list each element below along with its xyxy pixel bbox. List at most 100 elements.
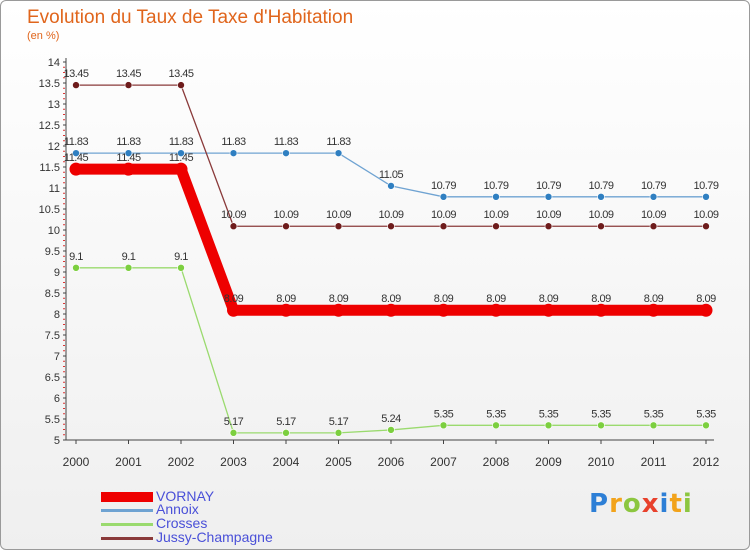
data-point xyxy=(542,303,555,317)
legend-label: Jussy-Champagne xyxy=(156,529,273,545)
data-label: 10.79 xyxy=(431,180,456,192)
y-tick-label: 7 xyxy=(54,351,60,363)
x-tick-label: 2000 xyxy=(63,455,90,469)
x-tick-label: 2011 xyxy=(641,455,667,469)
data-point xyxy=(649,421,658,430)
logo-letter: o xyxy=(622,489,642,519)
legend-swatch xyxy=(101,508,153,512)
logo-letter: t xyxy=(669,489,683,519)
legend-label: Annoix xyxy=(156,501,199,517)
data-point xyxy=(229,149,238,157)
data-point xyxy=(177,263,185,272)
data-point xyxy=(229,222,238,231)
data-point xyxy=(439,222,448,231)
data-point xyxy=(174,162,188,176)
data-label: 11.83 xyxy=(274,136,299,148)
data-point xyxy=(279,303,293,317)
data-label: 8.09 xyxy=(329,293,349,305)
data-label: 13.45 xyxy=(168,68,193,80)
data-label: 13.45 xyxy=(116,68,141,80)
data-point xyxy=(649,222,658,231)
y-tick-label: 12 xyxy=(48,141,60,153)
data-label: 8.09 xyxy=(696,293,716,305)
data-point xyxy=(387,426,395,434)
y-tick-label: 6 xyxy=(54,393,60,405)
data-point xyxy=(702,222,710,231)
data-label: 11.45 xyxy=(64,152,89,164)
data-label: 13.45 xyxy=(63,68,88,80)
data-point xyxy=(597,193,605,201)
y-tick-label: 10 xyxy=(48,225,60,237)
data-label: 5.17 xyxy=(276,416,296,428)
data-point xyxy=(492,421,500,430)
y-tick-label: 11.5 xyxy=(39,162,60,174)
data-label: 8.09 xyxy=(381,293,401,305)
logo-letter: i xyxy=(659,489,670,519)
data-point xyxy=(282,149,290,157)
data-point xyxy=(544,193,553,201)
data-point xyxy=(124,263,133,272)
y-tick-label: 6.5 xyxy=(45,372,60,384)
data-point xyxy=(72,81,80,89)
data-label: 11.83 xyxy=(221,136,246,148)
data-label: 5.35 xyxy=(486,408,506,420)
data-point xyxy=(597,222,605,231)
y-tick-label: 8 xyxy=(54,309,60,321)
data-point xyxy=(437,303,450,317)
data-label: 10.79 xyxy=(483,180,508,192)
data-label: 10.09 xyxy=(326,209,351,221)
x-tick-label: 2012 xyxy=(693,455,720,469)
data-point xyxy=(702,421,710,430)
data-point xyxy=(439,193,448,201)
proxiti-logo: Proxiti xyxy=(589,489,693,519)
legend-swatch xyxy=(101,536,153,540)
data-point xyxy=(387,222,395,231)
data-label: 10.09 xyxy=(221,209,246,221)
data-label: 10.79 xyxy=(641,180,666,192)
data-label: 10.09 xyxy=(693,209,718,221)
data-label: 5.24 xyxy=(381,413,401,425)
data-label: 5.17 xyxy=(224,416,244,428)
data-label: 8.09 xyxy=(644,293,664,305)
data-label: 10.09 xyxy=(431,209,456,221)
data-point xyxy=(439,421,448,430)
data-point xyxy=(334,149,343,157)
chart-title: Evolution du Taux de Taxe d'Habitation xyxy=(27,7,354,28)
data-label: 10.79 xyxy=(693,180,718,192)
data-point xyxy=(122,162,135,176)
data-point xyxy=(649,193,658,201)
x-tick-label: 2002 xyxy=(168,455,195,469)
legend-swatch xyxy=(101,492,153,502)
legend-swatch xyxy=(101,522,153,526)
logo-letter: r xyxy=(609,489,623,519)
logo-letter: i xyxy=(682,489,693,519)
data-point xyxy=(544,222,553,231)
x-tick-label: 2007 xyxy=(430,455,457,469)
data-label: 10.09 xyxy=(378,209,403,221)
data-point xyxy=(227,303,240,317)
data-label: 9.1 xyxy=(122,251,136,263)
data-label: 5.35 xyxy=(591,408,611,420)
data-point xyxy=(282,222,290,231)
y-tick-label: 14 xyxy=(48,57,60,69)
x-tick-label: 2004 xyxy=(273,455,300,469)
x-tick-label: 2005 xyxy=(325,455,352,469)
data-point xyxy=(282,429,290,437)
data-label: 5.35 xyxy=(539,408,559,420)
data-point xyxy=(699,303,713,317)
data-label: 11.05 xyxy=(379,169,404,181)
data-label: 10.09 xyxy=(483,209,508,221)
y-tick-label: 8.5 xyxy=(45,288,60,300)
data-point xyxy=(702,193,710,201)
data-label: 8.09 xyxy=(276,293,296,305)
data-label: 11.83 xyxy=(64,136,89,148)
y-tick-label: 5.5 xyxy=(45,414,60,426)
data-label: 11.45 xyxy=(116,152,141,164)
data-label: 5.17 xyxy=(329,416,349,428)
data-label: 11.83 xyxy=(116,136,141,148)
data-point xyxy=(177,81,185,89)
x-tick-label: 2006 xyxy=(378,455,405,469)
y-tick-label: 12.5 xyxy=(39,120,60,132)
y-tick-label: 11 xyxy=(49,183,60,195)
